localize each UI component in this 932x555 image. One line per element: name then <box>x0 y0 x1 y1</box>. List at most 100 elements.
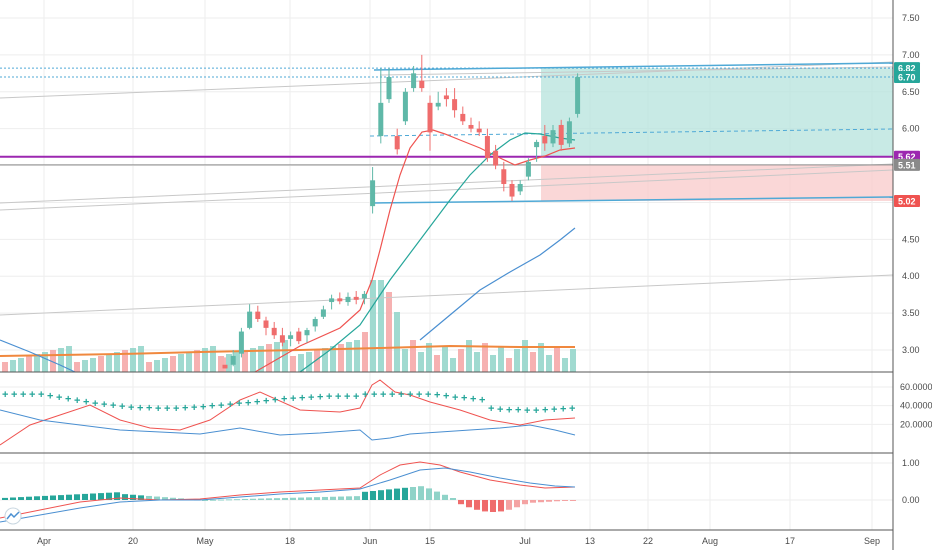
macd-histogram-bar <box>362 491 368 500</box>
grey-trend-line <box>0 163 894 204</box>
macd-histogram-bar <box>442 494 448 500</box>
volume-layer <box>0 280 576 372</box>
volume-bar <box>42 352 48 372</box>
adx-cross-marker: + <box>398 389 404 401</box>
adx-cross-marker: + <box>434 390 440 402</box>
x-tick-label: 17 <box>785 536 795 546</box>
volume-bar <box>298 354 304 372</box>
candle-body <box>402 91 408 122</box>
macd-histogram-bar <box>530 500 536 503</box>
macd-histogram-bar <box>234 499 240 501</box>
price-tick-label: 7.50 <box>902 13 920 23</box>
adx-cross-marker: + <box>299 392 305 404</box>
adx-cross-marker: + <box>254 396 260 408</box>
volume-bar <box>50 350 56 372</box>
macd-histogram-bar <box>154 496 160 500</box>
adx-cross-marker: + <box>533 405 539 417</box>
volume-bar <box>386 292 392 372</box>
adx-cross-marker: + <box>497 404 503 416</box>
volume-bar <box>130 348 136 372</box>
candle-body <box>394 136 400 150</box>
macd-histogram-bar <box>130 494 136 500</box>
macd-histogram-bar <box>434 491 440 500</box>
adx-cross-marker: + <box>110 400 116 412</box>
candle-body <box>386 77 392 100</box>
volume-bar <box>354 340 360 372</box>
candle-body <box>378 102 384 137</box>
grey-trend-line <box>0 274 894 316</box>
volume-bar <box>410 340 416 372</box>
candles <box>222 54 581 373</box>
volume-bar <box>466 340 472 372</box>
adx-cross-marker: + <box>83 397 89 409</box>
adx-cross-marker: + <box>209 401 215 413</box>
macd-histogram-bar <box>242 498 248 500</box>
adx-cross-marker: + <box>380 389 386 401</box>
volume-bar <box>514 349 520 372</box>
adx-cross-marker: + <box>236 398 242 410</box>
adx-cross-marker: + <box>416 389 422 401</box>
macd-histogram-bar <box>82 493 88 500</box>
candle-body <box>337 298 343 302</box>
adx-cross-marker: + <box>200 401 206 413</box>
adx-cross-marker: + <box>335 391 341 403</box>
macd-histogram-bar <box>322 496 328 500</box>
macd-histogram-bar <box>378 490 384 500</box>
volume-bar <box>530 352 536 372</box>
volume-bar <box>266 344 272 372</box>
volume-bar <box>234 352 240 372</box>
dmi-tick-label: 40.0000 <box>900 401 932 411</box>
volume-bar <box>378 280 384 372</box>
macd-histogram-bar <box>418 486 424 500</box>
volume-bar <box>314 350 320 372</box>
macd-histogram-bar <box>26 496 32 500</box>
x-tick-label: May <box>196 536 214 546</box>
adx-cross-marker: + <box>146 403 152 415</box>
adx-cross-marker: + <box>29 389 35 401</box>
macd-histogram-bar <box>554 500 560 502</box>
adx-cross-marker: + <box>245 397 251 409</box>
volume-bar <box>90 358 96 372</box>
loss-zone <box>541 164 893 201</box>
volume-bar <box>370 280 376 372</box>
dmi-pane: + + + + + + + + + + + + + + + + + + + + + + + + + + + + + + + + + + + + + + + +… <box>0 379 893 446</box>
macd-histogram-bar <box>330 496 336 500</box>
adx-cross-marker: + <box>101 399 107 411</box>
candle-body <box>452 99 458 111</box>
candle-body <box>238 331 244 354</box>
macd-histogram-bar <box>346 496 352 500</box>
macd-histogram-bar <box>138 495 144 500</box>
adx-cross-marker: + <box>551 404 557 416</box>
macd-histogram-bar <box>546 500 552 502</box>
volume-bar <box>26 356 32 372</box>
volume-bar <box>490 355 496 372</box>
adx-cross-marker: + <box>65 394 71 406</box>
macd-histogram-bar <box>402 487 408 500</box>
volume-bar <box>226 354 232 372</box>
macd-histogram-bar <box>394 488 400 500</box>
dmi-tick-label: 20.0000 <box>900 419 932 429</box>
candle-body <box>222 364 228 369</box>
macd-histogram-bar <box>386 489 392 500</box>
volume-bar <box>442 346 448 372</box>
volume-bar <box>394 312 400 372</box>
volume-bar <box>34 354 40 372</box>
grey-trend-line <box>379 66 894 76</box>
adx-cross-marker: + <box>137 402 143 414</box>
volume-bar <box>202 348 208 372</box>
price-badges: 6.826.70 5.625.51 5.02 <box>894 62 920 207</box>
volume-bar <box>346 342 352 372</box>
candle-body <box>509 184 515 197</box>
dmi-plus-line <box>0 379 576 446</box>
candle-body <box>493 150 499 166</box>
dmi-tick-label: 60.0000 <box>900 382 932 392</box>
candle-body <box>419 80 425 89</box>
adx-cross-marker: + <box>569 403 575 415</box>
price-tick-label: 4.50 <box>902 234 920 244</box>
macd-histogram-bar <box>34 496 40 500</box>
adx-cross-marker: + <box>560 404 566 416</box>
macd-histogram-bar <box>226 499 232 501</box>
x-tick-label: 22 <box>643 536 653 546</box>
adx-cross-marker: + <box>173 403 179 415</box>
